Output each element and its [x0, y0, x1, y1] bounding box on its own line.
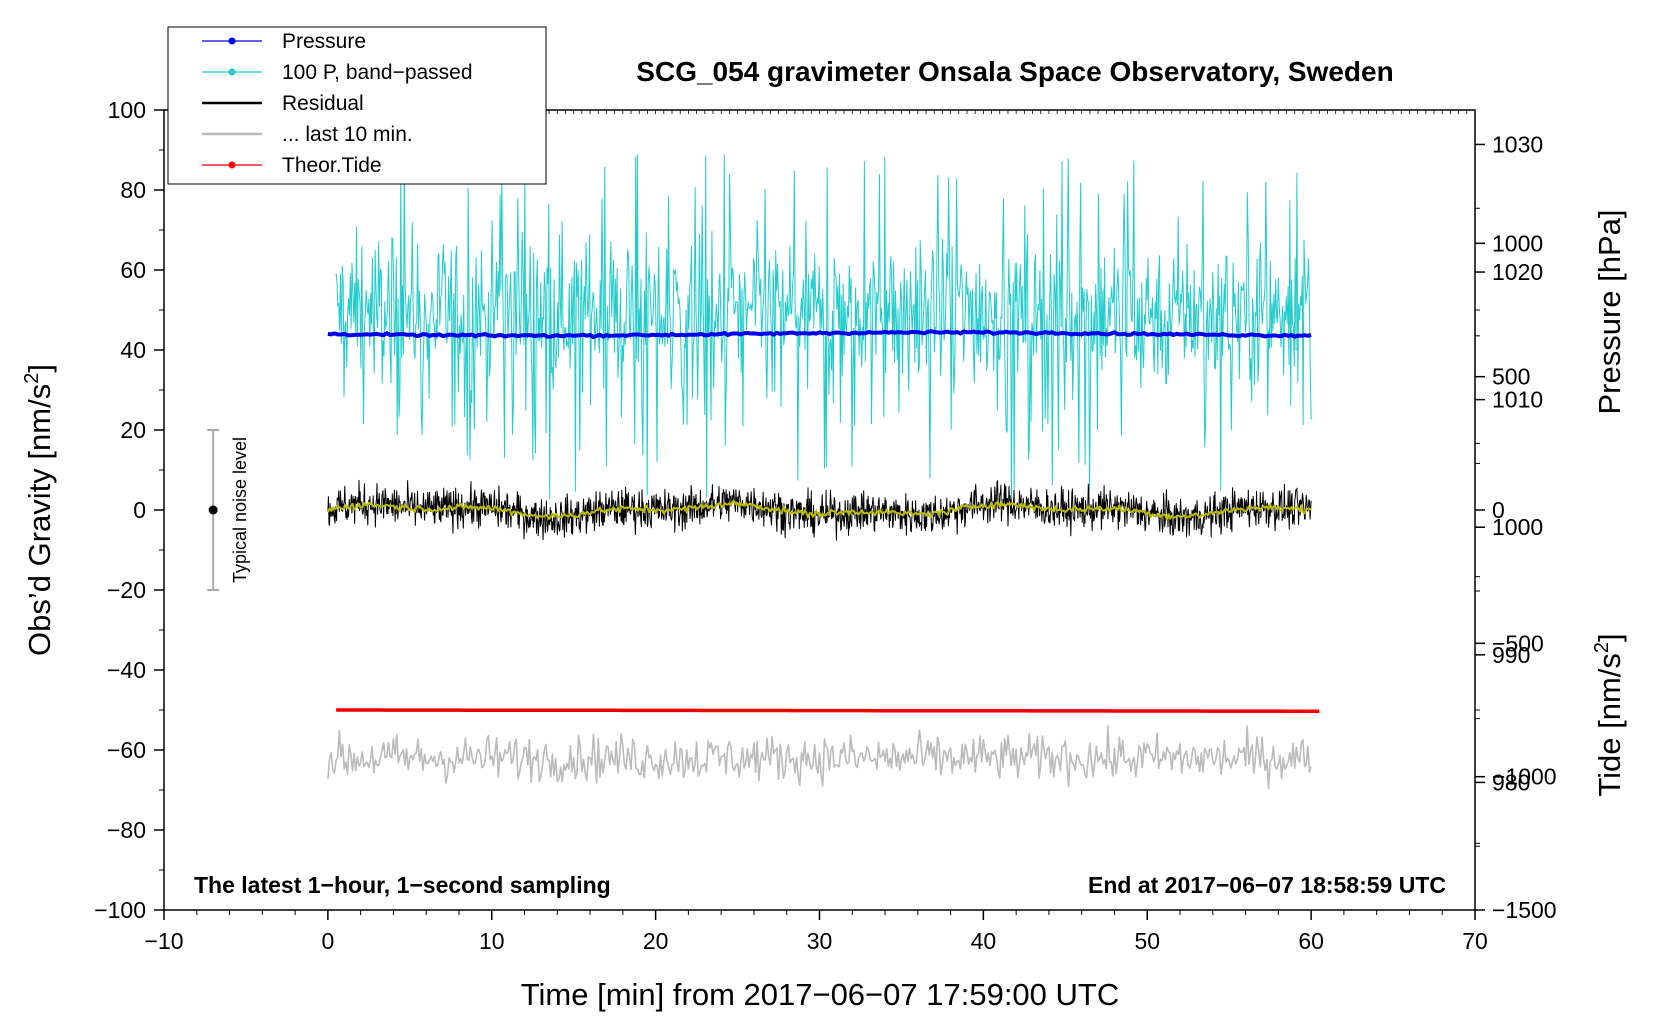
- x-tick-label-6: 50: [1134, 928, 1160, 954]
- legend-label-0: Pressure: [282, 30, 366, 53]
- y-tick-label-7: 40: [120, 337, 146, 363]
- y-tick-label-1: −80: [107, 817, 146, 843]
- y-axis-title-tide-sup: 2: [1591, 642, 1613, 653]
- x-tick-label-3: 20: [643, 928, 669, 954]
- y-axis-title-left-end: ]: [22, 364, 57, 373]
- noise-bar: Typical noise level: [207, 429, 250, 591]
- series-last10: [327, 725, 1312, 790]
- pressure-tick-label-1: 990: [1492, 642, 1530, 668]
- series-residual-smoothed: [327, 500, 1312, 521]
- legend-label-1: 100 P, band−passed: [282, 61, 473, 84]
- y-axis-title-left-main: Obs’d Gravity [nm/s: [22, 384, 57, 656]
- annotation-end-time: End at 2017−06−07 18:58:59 UTC: [1088, 872, 1446, 898]
- x-tick-label-0: −10: [144, 928, 183, 954]
- tide-tick-label-4: 500: [1492, 364, 1530, 390]
- legend-label-2: Residual: [282, 92, 364, 115]
- series-pressure: [327, 329, 1312, 339]
- y-axis-title-left: Obs’d Gravity [nm/s2]: [21, 364, 57, 656]
- pressure-tick-label-5: 1030: [1492, 131, 1543, 157]
- legend-marker-1: [228, 68, 236, 76]
- legend-box: [167, 26, 547, 185]
- tide-tick-label-0: −1500: [1492, 897, 1557, 923]
- legend-marker-4: [228, 161, 236, 169]
- y-tick-label-3: −40: [107, 657, 146, 683]
- pressure-tick-label-4: 1020: [1492, 259, 1543, 285]
- x-tick-label-4: 30: [807, 928, 833, 954]
- y-tick-label-8: 60: [120, 257, 146, 283]
- x-tick-label-5: 40: [971, 928, 997, 954]
- series-layer: [327, 154, 1320, 790]
- y-tick-label-10: 100: [108, 97, 146, 123]
- tide-tick-label-3: 0: [1492, 497, 1505, 523]
- legend-marker-0: [228, 37, 236, 45]
- pressure-tick-label-0: 980: [1492, 769, 1530, 795]
- tide-tick-label-5: 1000: [1492, 230, 1543, 256]
- y-axis-title-tide-end: ]: [1592, 633, 1627, 642]
- ticks-layer: −10 0 10 20 30 40 50 60 70−100−80−60−40−20020406…: [94, 97, 1556, 954]
- noise-bar-label: Typical noise level: [230, 437, 250, 583]
- pressure-tick-label-2: 1000: [1492, 514, 1543, 540]
- y-axis-title-left-sup: 2: [21, 373, 43, 384]
- x-axis-title: Time [min] from 2017−06−07 17:59:00 UTC: [521, 977, 1120, 1012]
- tide-tick-label-1: −1000: [1492, 764, 1557, 790]
- legend-label-4: Theor.Tide: [282, 154, 382, 177]
- y-tick-label-2: −60: [107, 737, 146, 763]
- noise-bar-center-dot: [208, 505, 218, 515]
- pressure-tick-label-3: 1010: [1492, 387, 1543, 413]
- y-tick-label-6: 20: [120, 417, 146, 443]
- series-tide: [336, 708, 1320, 713]
- x-tick-label-8: 70: [1462, 928, 1488, 954]
- y-tick-label-0: −100: [94, 897, 146, 923]
- chart-title: SCG_054 gravimeter Onsala Space Observat…: [636, 56, 1393, 87]
- legend: Pressure 100 P, band−passed Residual ... la…: [167, 26, 547, 185]
- y-tick-label-5: 0: [133, 497, 146, 523]
- series-residual: [327, 479, 1312, 541]
- x-tick-label-2: 10: [479, 928, 505, 954]
- legend-label-3: ... last 10 min.: [282, 123, 413, 146]
- y-axis-title-tide: Tide [nm/s2]: [1591, 633, 1627, 796]
- y-axis-title-pressure: Pressure [hPa]: [1592, 209, 1627, 414]
- tide-tick-label-2: −500: [1492, 630, 1544, 656]
- y-tick-label-4: −20: [107, 577, 146, 603]
- series-bandpassed: [335, 154, 1312, 500]
- annotation-sampling: The latest 1−hour, 1−second sampling: [194, 872, 611, 898]
- y-axis-title-tide-main: Tide [nm/s: [1592, 653, 1627, 797]
- x-tick-label-1: 0: [321, 928, 334, 954]
- y-tick-label-9: 80: [120, 177, 146, 203]
- x-tick-label-7: 60: [1298, 928, 1324, 954]
